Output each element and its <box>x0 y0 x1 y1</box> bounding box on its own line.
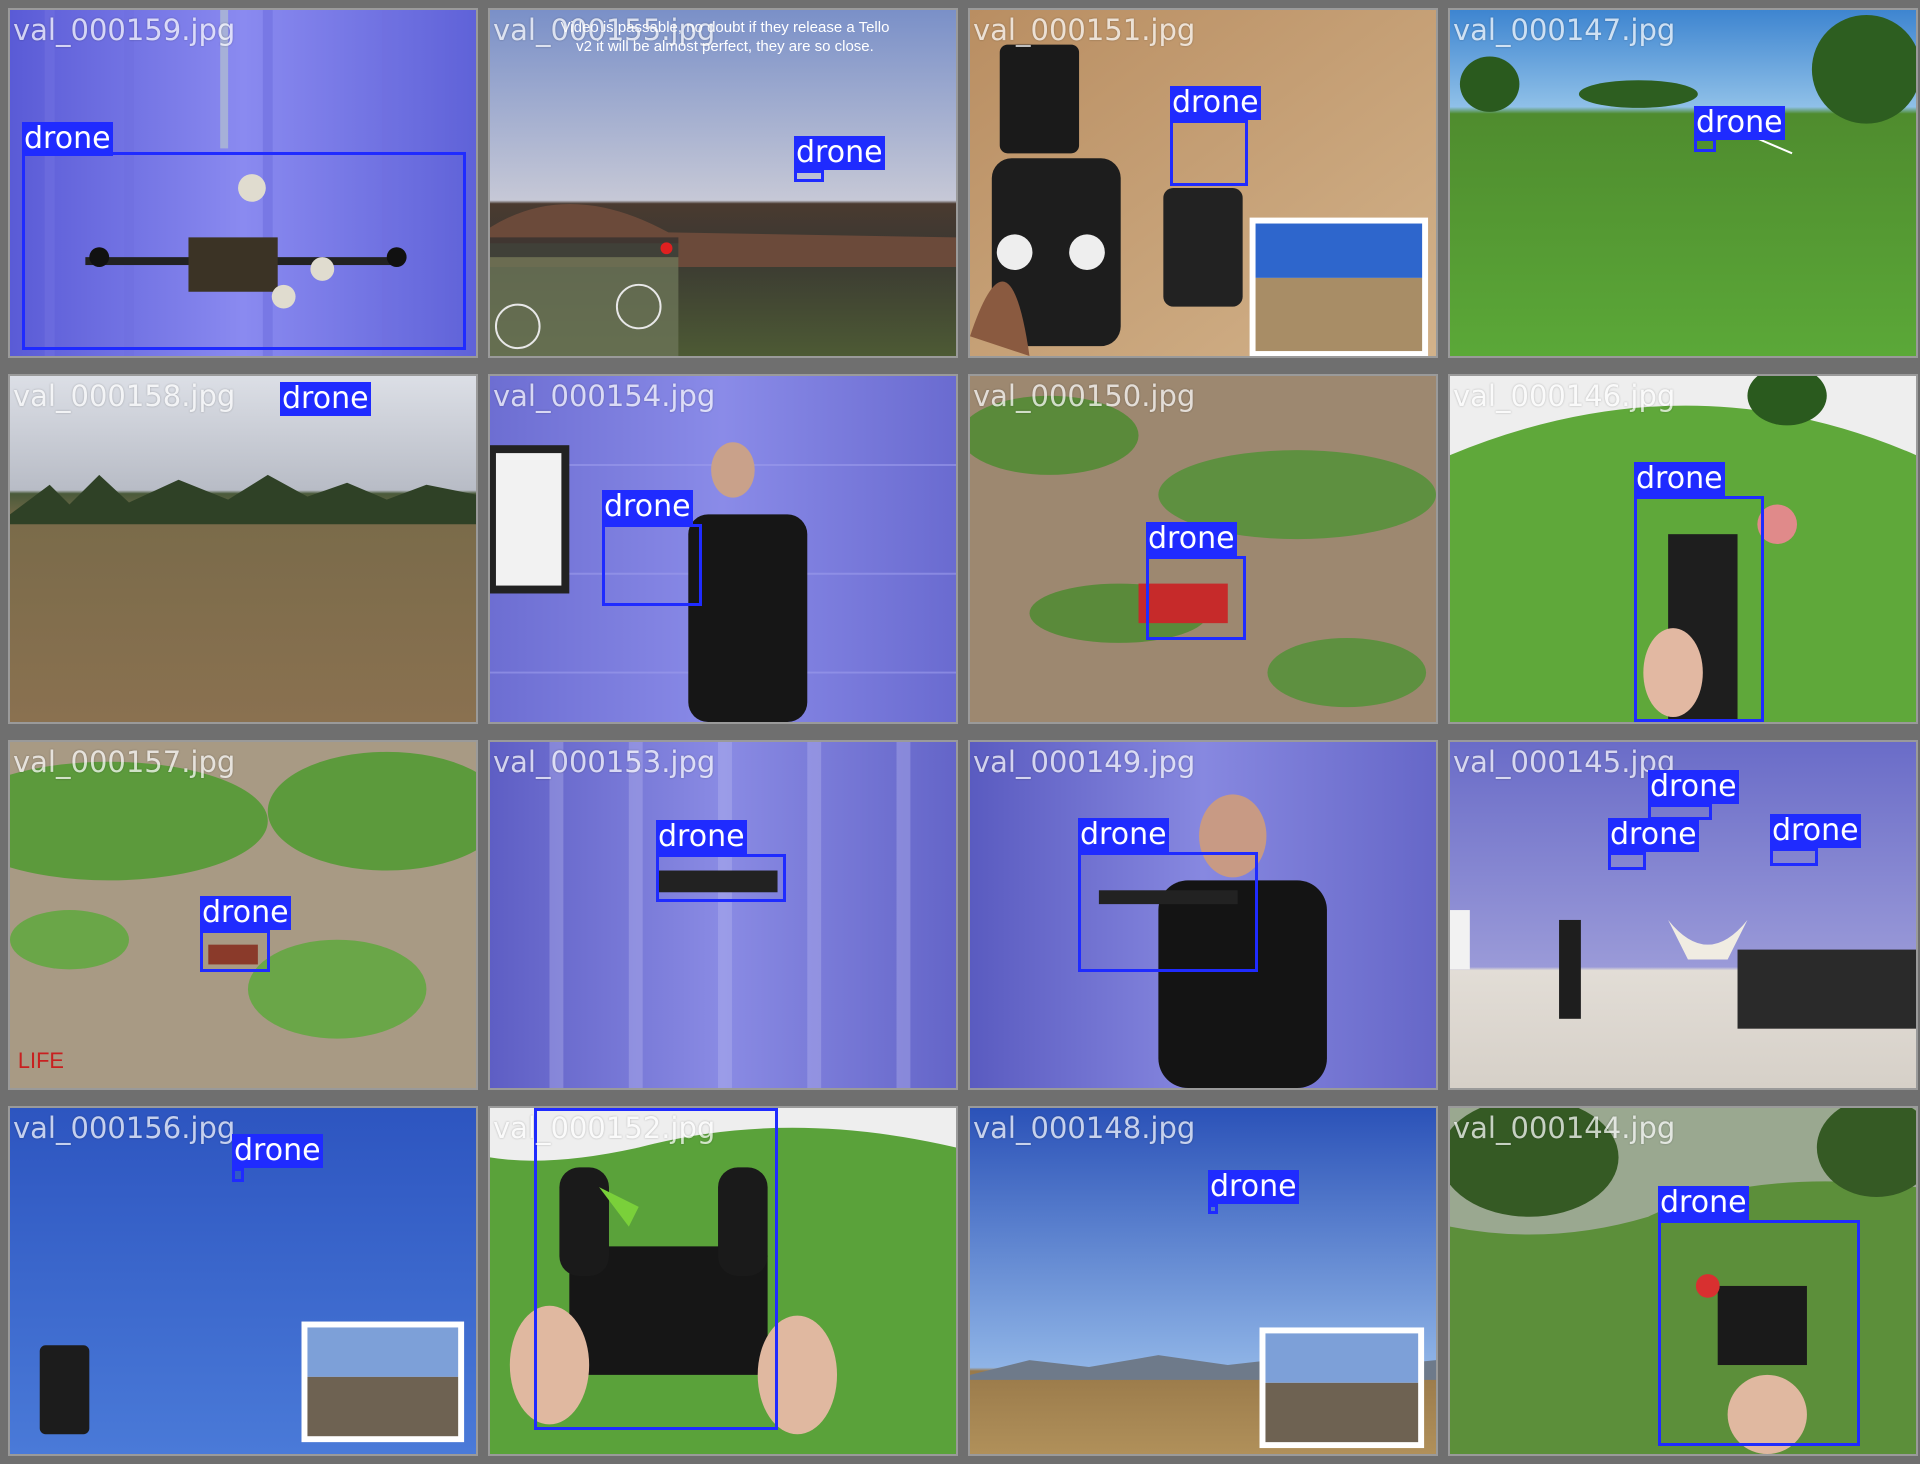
scene-image <box>10 376 476 722</box>
bounding-box <box>1770 848 1818 866</box>
image-filename: val_000154.jpg <box>493 379 716 413</box>
bounding-box <box>1208 1204 1218 1214</box>
bounding-box <box>1608 852 1646 870</box>
image-tile: val_000144.jpg drone <box>1448 1106 1918 1456</box>
image-filename: val_000144.jpg <box>1453 1111 1676 1145</box>
bounding-box-label: drone <box>1770 813 1861 848</box>
image-filename: val_000155.jpg <box>493 13 716 47</box>
bounding-box-label: drone <box>656 819 747 854</box>
bounding-box-label: drone <box>1658 1185 1749 1220</box>
bounding-box <box>1694 138 1716 152</box>
image-filename: val_000148.jpg <box>973 1111 1196 1145</box>
image-filename: val_000152.jpg <box>493 1111 716 1145</box>
bounding-box <box>1078 852 1258 972</box>
scene-image <box>1450 1108 1916 1454</box>
image-tile: val_000159.jpg drone <box>8 8 478 358</box>
scene-image <box>1450 10 1916 356</box>
scene-image <box>1450 376 1916 722</box>
bounding-box <box>794 170 824 182</box>
image-filename: val_000153.jpg <box>493 745 716 779</box>
scene-image <box>10 10 476 356</box>
bounding-box-label: drone <box>1078 817 1169 852</box>
image-filename: val_000147.jpg <box>1453 13 1676 47</box>
bounding-box-label: drone <box>1208 1169 1299 1204</box>
image-tile: val_000152.jpg drone <box>488 1106 958 1456</box>
bounding-box-label: drone <box>1648 769 1739 804</box>
svg-text:LIFE: LIFE <box>18 1048 64 1073</box>
image-tile: val_000147.jpg drone <box>1448 8 1918 358</box>
bounding-box-label: drone <box>1170 85 1261 120</box>
bounding-box-label: drone <box>794 135 885 170</box>
image-tile: LIFE val_000157.jpg drone <box>8 740 478 1090</box>
bounding-box-label: drone <box>534 1108 625 1110</box>
bounding-box <box>656 854 786 902</box>
scene-image <box>1450 742 1916 1088</box>
bounding-box <box>232 1168 244 1182</box>
scene-image <box>490 1108 956 1454</box>
scene-image <box>490 742 956 1088</box>
bounding-box <box>1146 556 1246 640</box>
image-tile: val_000156.jpg drone <box>8 1106 478 1456</box>
bounding-box-label: drone <box>602 489 693 524</box>
bounding-box <box>1170 120 1248 186</box>
image-tile: val_000158.jpg drone <box>8 374 478 724</box>
bounding-box-label: drone <box>1634 461 1725 496</box>
image-tile: val_000148.jpg drone <box>968 1106 1438 1456</box>
image-tile: val_000154.jpg drone <box>488 374 958 724</box>
bounding-box-label: drone <box>280 381 371 416</box>
image-filename: val_000151.jpg <box>973 13 1196 47</box>
scene-image <box>490 10 956 356</box>
bounding-box-label: drone <box>200 895 291 930</box>
video-caption: Video is passable, no doubt if they rele… <box>560 19 890 55</box>
bounding-box-label: drone <box>1146 521 1237 556</box>
bounding-box-label: drone <box>1694 105 1785 140</box>
bounding-box <box>1658 1220 1860 1446</box>
bounding-box-label: drone <box>232 1133 323 1168</box>
image-filename: val_000158.jpg <box>13 379 236 413</box>
image-filename: val_000159.jpg <box>13 13 236 47</box>
bounding-box <box>1634 496 1764 722</box>
image-filename: val_000157.jpg <box>13 745 236 779</box>
image-tile: val_000150.jpg drone <box>968 374 1438 724</box>
bounding-box <box>602 524 702 606</box>
image-filename: val_000149.jpg <box>973 745 1196 779</box>
scene-image <box>970 742 1436 1088</box>
bounding-box-label: drone <box>22 121 113 156</box>
image-filename: val_000146.jpg <box>1453 379 1676 413</box>
bounding-box <box>22 152 466 350</box>
image-tile: val_000145.jpg drone drone drone <box>1448 740 1918 1090</box>
image-filename: val_000145.jpg <box>1453 745 1676 779</box>
bounding-box <box>200 930 270 972</box>
image-tile: val_000149.jpg drone <box>968 740 1438 1090</box>
scene-image <box>970 1108 1436 1454</box>
image-tile: val_000146.jpg drone <box>1448 374 1918 724</box>
bounding-box-label: drone <box>1608 817 1699 852</box>
image-filename: val_000156.jpg <box>13 1111 236 1145</box>
image-tile: val_000153.jpg drone <box>488 740 958 1090</box>
bounding-box <box>534 1108 778 1430</box>
image-filename: val_000150.jpg <box>973 379 1196 413</box>
image-tile: val_000151.jpg drone <box>968 8 1438 358</box>
image-tile: Video is passable, no doubt if they rele… <box>488 8 958 358</box>
scene-image <box>490 376 956 722</box>
